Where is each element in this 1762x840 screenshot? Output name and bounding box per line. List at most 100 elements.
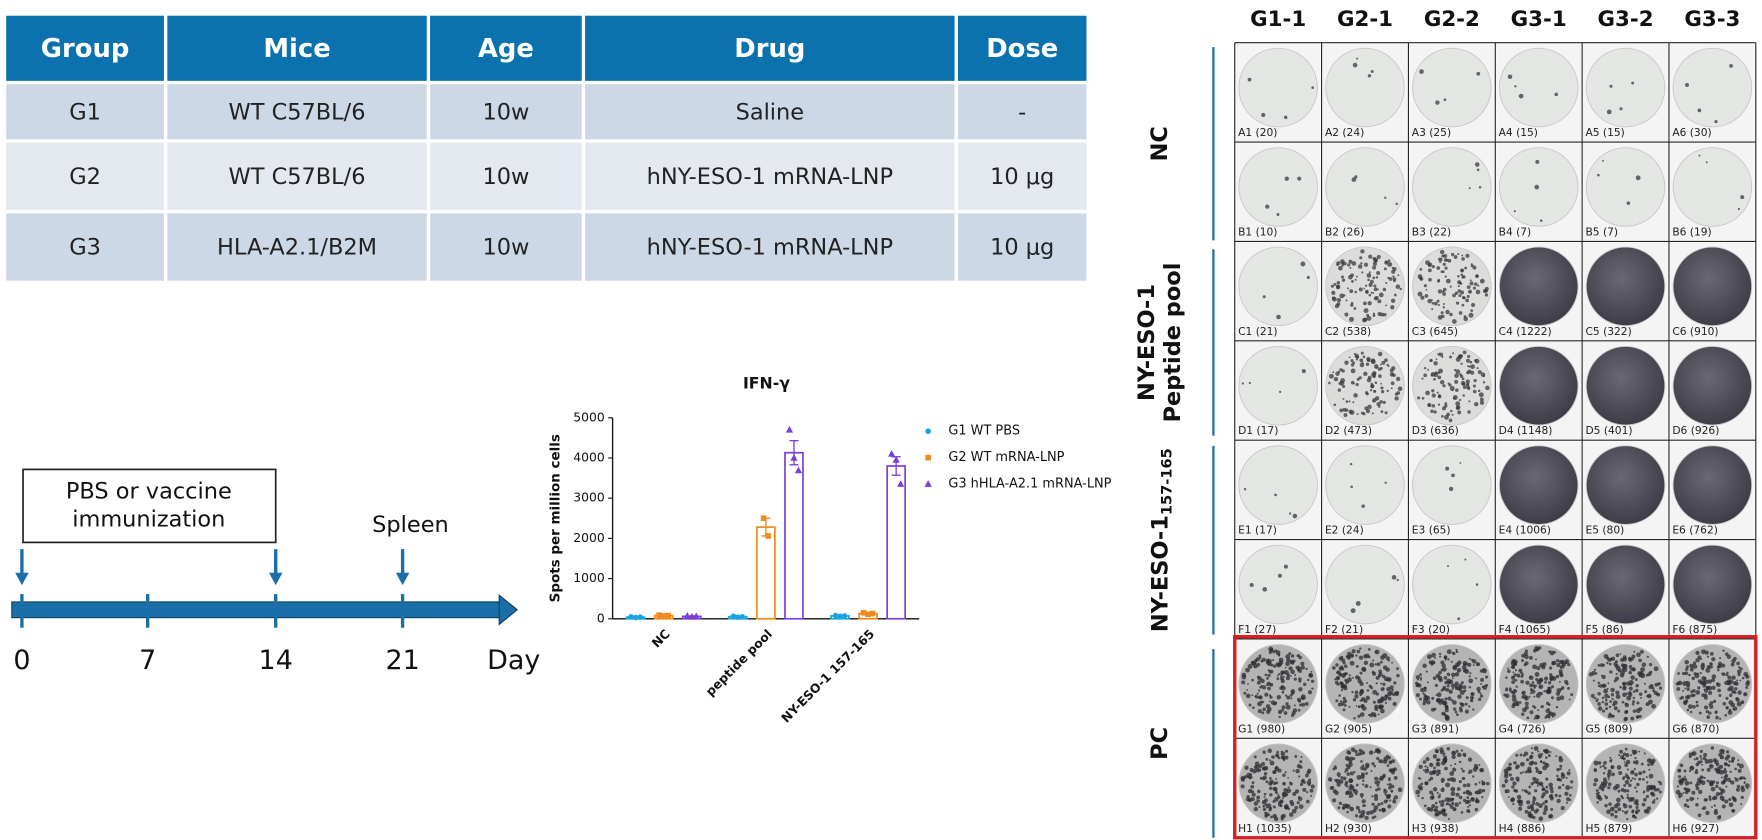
spot (1731, 759, 1735, 763)
spot (1536, 679, 1542, 685)
spot (1625, 692, 1629, 695)
spot (1340, 655, 1344, 659)
spot (1265, 658, 1270, 663)
spot (1530, 747, 1533, 750)
spot (1257, 768, 1262, 772)
spot (1460, 681, 1464, 685)
spot (1310, 679, 1315, 683)
spot (1426, 681, 1429, 684)
spot (1333, 376, 1339, 382)
spot (1370, 384, 1375, 389)
spot (1305, 773, 1309, 778)
spot (1267, 748, 1273, 754)
spot (1374, 776, 1379, 781)
spot (1441, 314, 1445, 319)
spot (1591, 670, 1596, 676)
spot (1722, 752, 1725, 755)
spot (1385, 304, 1388, 307)
spot (1631, 777, 1634, 780)
spot (1711, 685, 1716, 690)
spot (1343, 672, 1347, 676)
table-cell (430, 84, 582, 140)
spot (1345, 299, 1348, 302)
well-label: B4 (7) (1499, 225, 1532, 238)
spot (1551, 715, 1555, 718)
spot (1528, 655, 1533, 660)
spot (1636, 701, 1640, 705)
spot (1350, 653, 1355, 658)
spot (1745, 686, 1749, 689)
spot (1443, 98, 1447, 102)
spot (1431, 804, 1436, 809)
spot (1294, 805, 1299, 810)
spot (1507, 766, 1512, 771)
spot (1547, 708, 1550, 711)
spot (1368, 750, 1374, 755)
spot (1677, 792, 1683, 798)
spot (1454, 368, 1457, 372)
spot (1424, 765, 1427, 768)
spot (1276, 314, 1281, 320)
spot (1524, 654, 1529, 660)
spot (1556, 774, 1559, 778)
spot (1626, 810, 1629, 813)
spot (1257, 799, 1260, 803)
spot (1565, 797, 1571, 802)
spot (1620, 657, 1625, 662)
spot (1643, 682, 1646, 685)
spot (1435, 100, 1440, 105)
day-label: 7 (139, 645, 156, 676)
spot (1632, 700, 1635, 704)
spot (1523, 789, 1528, 793)
spot (1557, 785, 1562, 790)
spot (1445, 309, 1450, 315)
spot (1608, 802, 1612, 807)
spot (1388, 779, 1391, 782)
spot (1628, 691, 1632, 695)
spot (1719, 757, 1722, 760)
spot (1743, 671, 1749, 677)
spot (1653, 666, 1659, 672)
spot (1511, 694, 1517, 699)
spot (1425, 260, 1430, 265)
spot (1555, 691, 1561, 696)
spot (1363, 654, 1368, 659)
spot (1441, 356, 1444, 358)
well-label: H4 (886) (1499, 822, 1546, 835)
spot (1710, 746, 1715, 750)
spot (1392, 275, 1395, 278)
spot (1380, 660, 1383, 664)
spot (1425, 757, 1430, 762)
spot (1484, 286, 1489, 291)
spot (1501, 783, 1506, 788)
spot (1337, 702, 1342, 707)
spot (1368, 684, 1372, 688)
table-header-cell (585, 15, 955, 81)
spot (1476, 686, 1481, 692)
spot (1310, 784, 1315, 789)
spot (1277, 573, 1282, 578)
spot (1252, 769, 1257, 774)
legend-marker (925, 428, 931, 435)
spot (1533, 746, 1539, 751)
spot (1377, 787, 1381, 791)
spot (1570, 693, 1574, 697)
spot (1438, 793, 1441, 796)
spot (1348, 778, 1354, 783)
spot (1371, 412, 1374, 415)
spot (1247, 77, 1252, 82)
spot (1528, 761, 1533, 766)
spot (1371, 372, 1377, 378)
spot (1274, 766, 1278, 770)
spot (1705, 685, 1710, 691)
spot (1462, 663, 1466, 667)
spot (1257, 689, 1261, 692)
spot (1445, 278, 1451, 284)
spot (1417, 291, 1423, 297)
spot (1601, 709, 1606, 713)
spot (1512, 671, 1515, 674)
spot (1697, 108, 1702, 113)
spot (1435, 697, 1441, 703)
spot (1646, 758, 1652, 764)
spot (1459, 373, 1462, 376)
